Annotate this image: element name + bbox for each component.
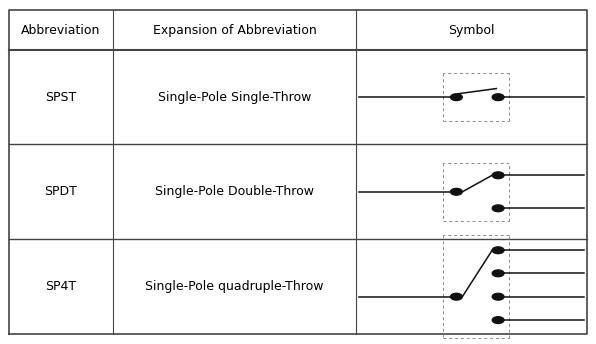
Circle shape [492, 205, 504, 212]
Circle shape [451, 188, 462, 195]
Circle shape [492, 316, 504, 323]
Circle shape [451, 94, 462, 101]
Circle shape [492, 247, 504, 254]
Circle shape [492, 270, 504, 277]
Text: SPDT: SPDT [45, 185, 77, 198]
Text: Single-Pole Single-Throw: Single-Pole Single-Throw [158, 91, 311, 104]
Text: Symbol: Symbol [448, 24, 495, 36]
Circle shape [492, 293, 504, 300]
Text: Single-Pole Double-Throw: Single-Pole Double-Throw [155, 185, 314, 198]
Circle shape [451, 293, 462, 300]
Text: SPST: SPST [45, 91, 77, 104]
Circle shape [492, 94, 504, 101]
Text: Abbreviation: Abbreviation [21, 24, 101, 36]
Text: Expansion of Abbreviation: Expansion of Abbreviation [153, 24, 316, 36]
Text: Single-Pole quadruple-Throw: Single-Pole quadruple-Throw [145, 280, 324, 293]
Circle shape [492, 172, 504, 179]
Text: SP4T: SP4T [45, 280, 76, 293]
